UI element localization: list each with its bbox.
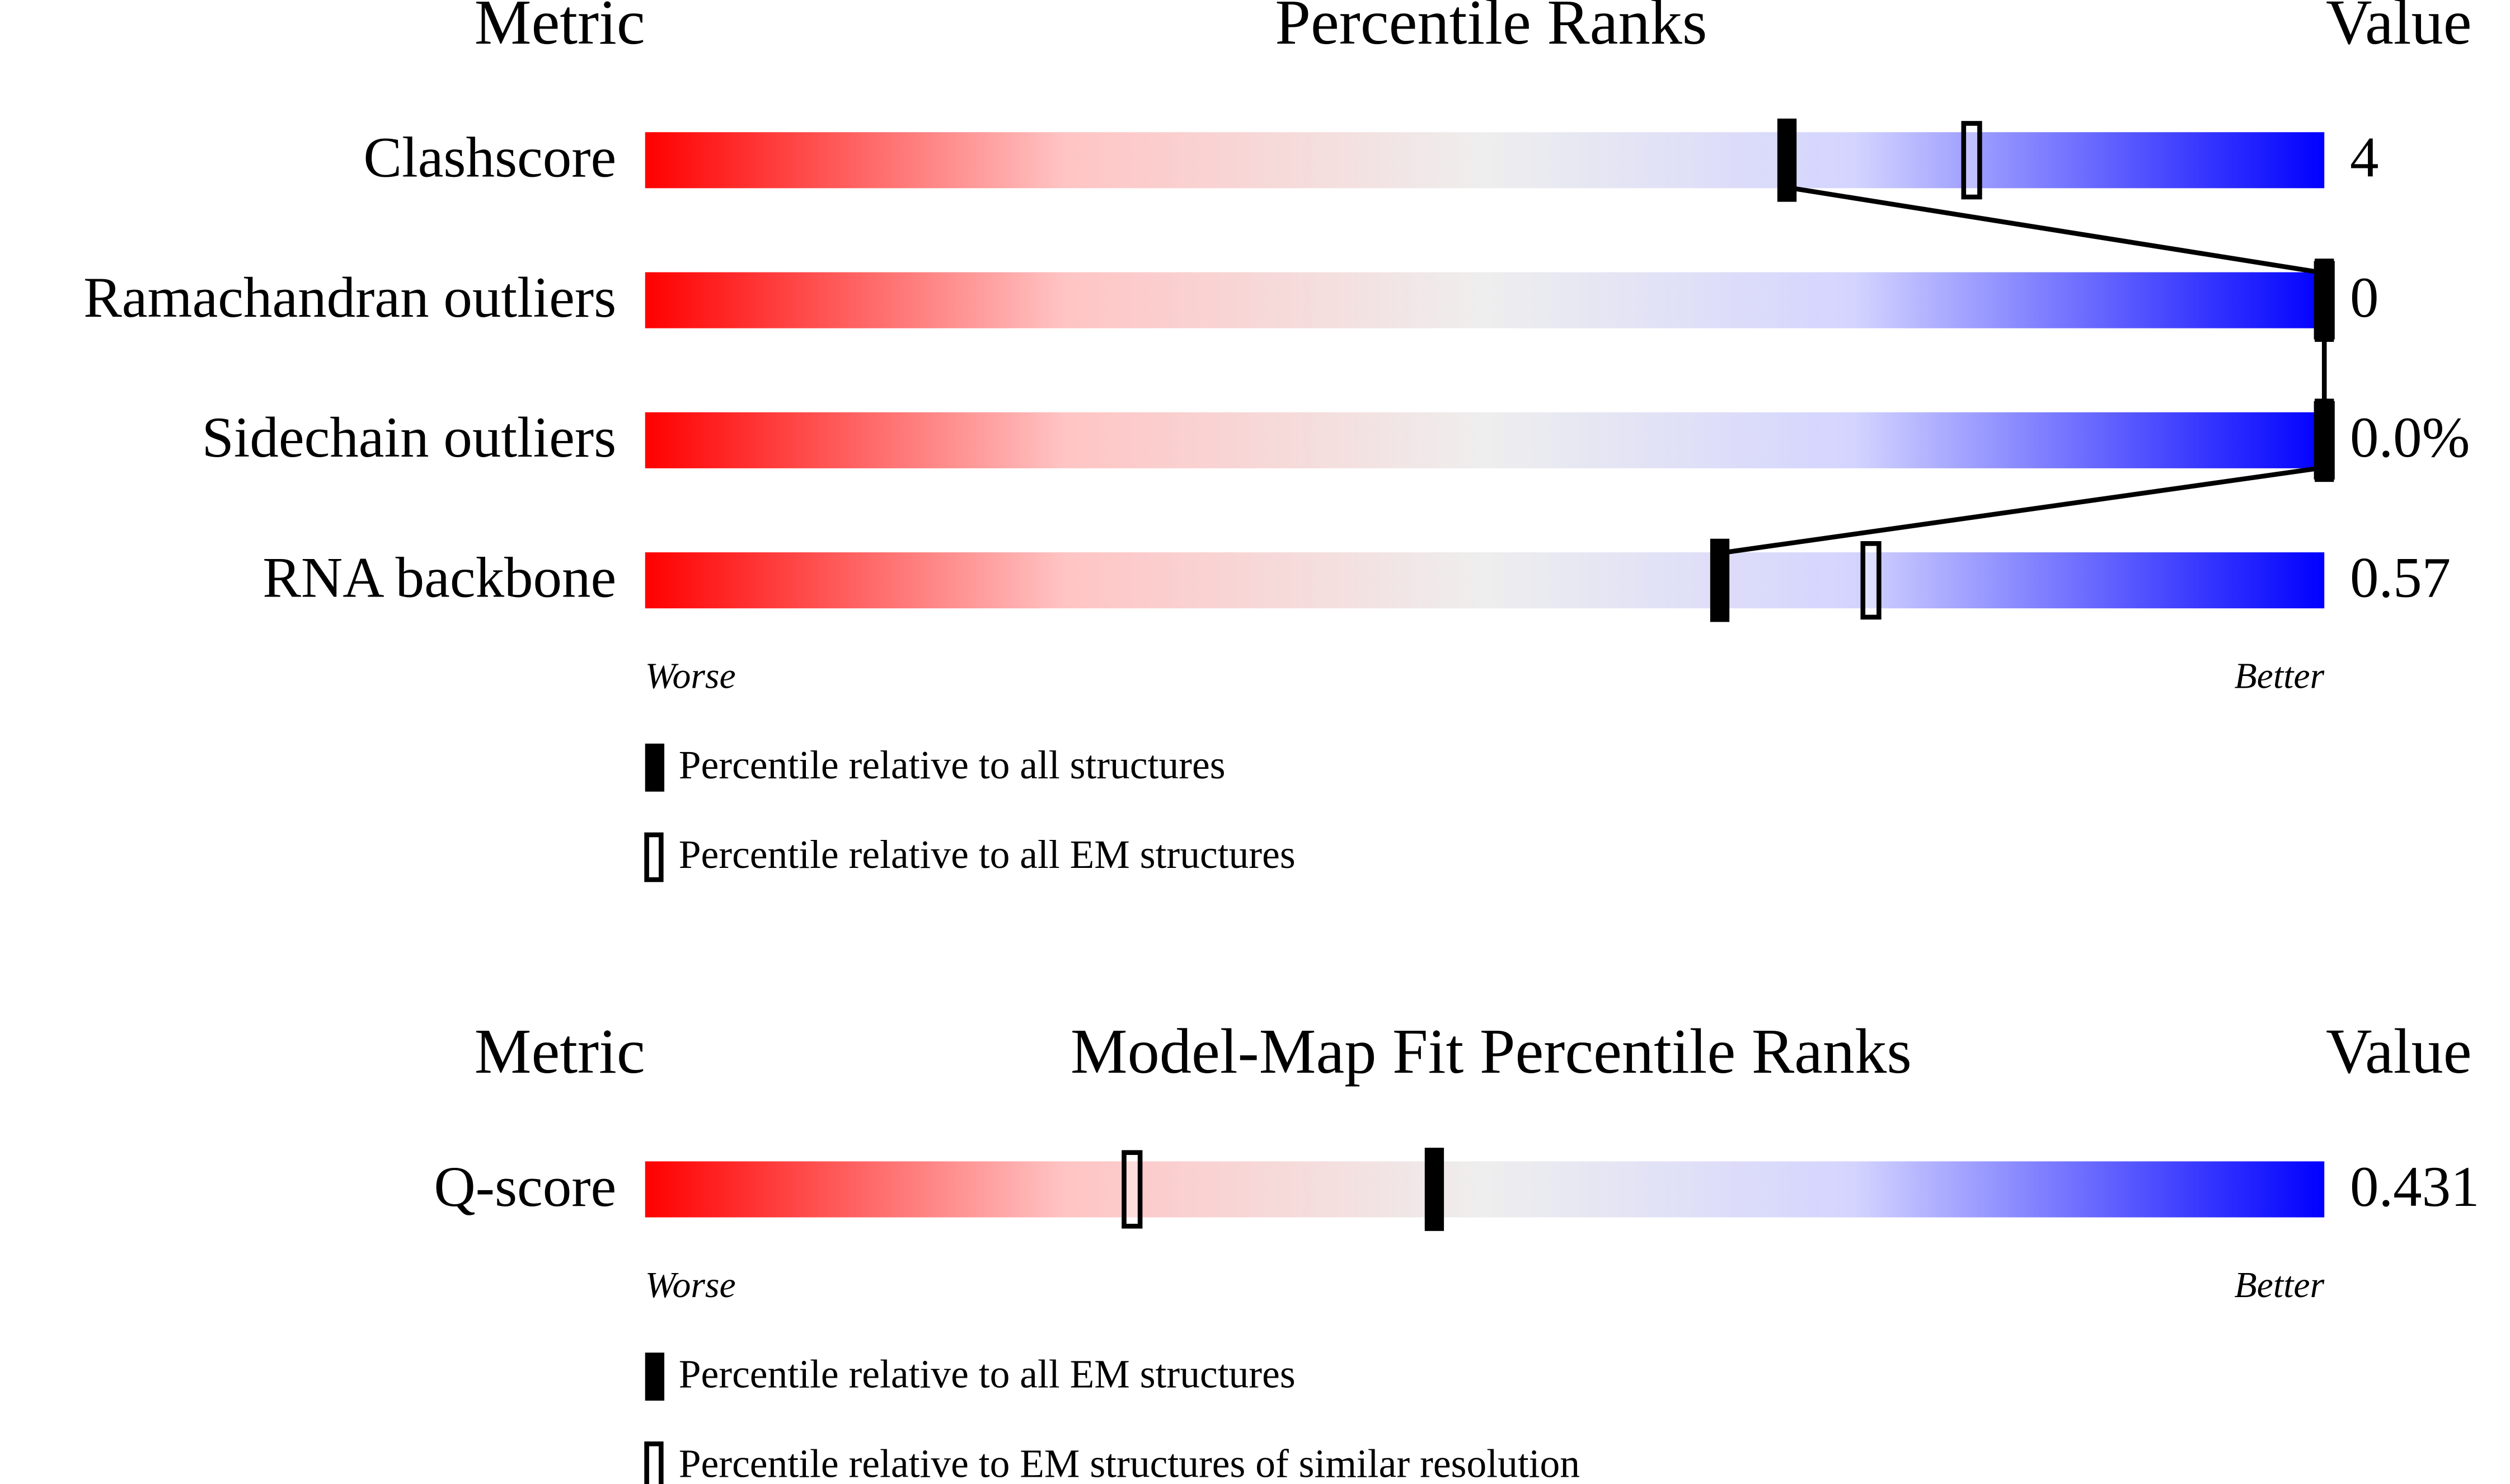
percentile-marker-open xyxy=(1961,121,1982,200)
chart-title: Model-Map Fit Percentile Ranks xyxy=(1071,1016,1912,1087)
slider-bar xyxy=(645,1161,2325,1218)
percentile-marker-open xyxy=(1860,541,1882,620)
slider-bar xyxy=(645,272,2325,328)
percentile-marker-open xyxy=(1122,1150,1143,1229)
metric-value: 0.431 xyxy=(2350,1155,2480,1219)
worse-label: Worse xyxy=(645,1265,736,1305)
metric-label: Q-score xyxy=(434,1155,616,1219)
legend-label: Percentile relative to all structures xyxy=(679,743,1226,787)
metric-value: 0.0% xyxy=(2350,406,2470,469)
better-label: Better xyxy=(2234,1265,2324,1305)
legend-label: Percentile relative to all EM structures xyxy=(679,833,1296,877)
legend-marker-open xyxy=(644,1441,664,1484)
percentile-marker xyxy=(1777,118,1797,202)
metric-label: RNA backbone xyxy=(262,546,616,609)
slider-bar xyxy=(645,552,2325,609)
chart-title: Percentile Ranks xyxy=(1275,0,1707,58)
better-label: Better xyxy=(2234,656,2324,697)
connector-line xyxy=(1719,185,2327,556)
percentile-marker xyxy=(1424,1148,1444,1231)
slider-bar xyxy=(645,132,2325,189)
value-header: Value xyxy=(2326,1016,2472,1087)
metric-label: Clashscore xyxy=(363,126,616,190)
worse-label: Worse xyxy=(645,656,736,697)
value-header: Value xyxy=(2326,0,2472,58)
percentile-marker xyxy=(2315,398,2334,482)
legend-label: Percentile relative to EM structures of … xyxy=(679,1442,1580,1484)
metric-header: Metric xyxy=(475,1016,645,1087)
legend-label: Percentile relative to all EM structures xyxy=(679,1352,1296,1396)
legend-marker xyxy=(645,743,665,792)
percentile-marker xyxy=(1710,538,1730,622)
percentile-marker xyxy=(2315,259,2334,342)
slider-bar xyxy=(645,412,2325,468)
metric-label: Sidechain outliers xyxy=(202,406,617,469)
legend-marker-open xyxy=(644,832,664,882)
metric-label: Ramachandran outliers xyxy=(83,266,616,330)
metric-value: 0.57 xyxy=(2350,546,2451,609)
legend-marker xyxy=(645,1352,665,1401)
metric-value: 0 xyxy=(2350,266,2378,330)
metric-value: 4 xyxy=(2350,126,2378,190)
metric-header: Metric xyxy=(475,0,645,58)
